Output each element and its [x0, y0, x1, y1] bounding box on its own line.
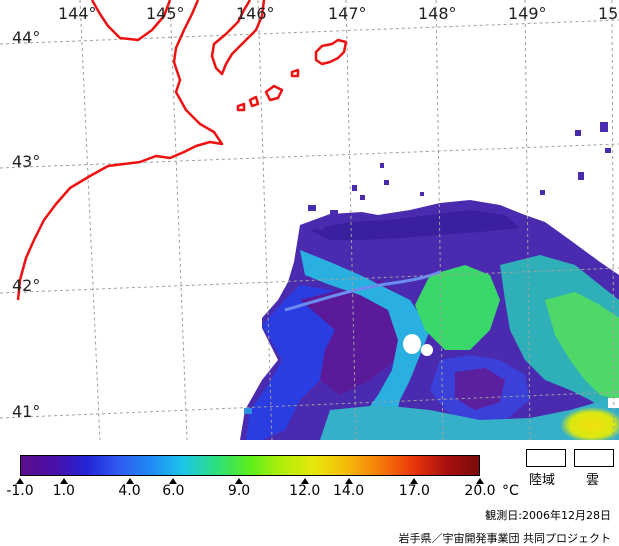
colorbar-tick-mark — [235, 478, 244, 484]
cloud-legend-label: 雲 — [586, 473, 600, 488]
colorbar-tick-mark — [300, 478, 309, 484]
colorbar-tick-label: -1.0 — [6, 483, 34, 499]
colorbar-tick-label: 4.0 — [118, 483, 141, 499]
colorbar-tick-label: 12.0 — [289, 483, 321, 499]
colorbar-tick-mark — [169, 478, 178, 484]
habomai-1 — [248, 95, 260, 108]
lon-label-150: 15 — [598, 4, 619, 23]
sst-field — [240, 200, 619, 440]
water-dark-strip-north — [310, 210, 520, 240]
colorbar-tick-mark — [125, 478, 134, 484]
lat-label-41: 41° — [12, 402, 41, 421]
water-green-east — [545, 292, 619, 400]
lon-label-145: 145° — [146, 4, 185, 23]
shikotan-island — [264, 84, 284, 102]
land-legend-box — [526, 449, 566, 467]
colorbar-tick-mark — [344, 478, 353, 484]
lon-label-148: 148° — [418, 4, 457, 23]
sst-map — [0, 0, 619, 440]
water-green-core — [415, 265, 500, 350]
coastline — [16, 0, 348, 301]
hokkaido-coast — [90, 0, 172, 42]
islet-north — [290, 68, 300, 78]
water-deep-violet — [300, 280, 410, 395]
colorbar-tick-label: 20.0 — [464, 483, 496, 499]
observation-date: 観測日:2006年12月28日 — [485, 509, 611, 522]
hokkaido-south-coast — [16, 0, 224, 301]
land-legend-label: 陸域 — [529, 473, 556, 488]
temperature-colorbar — [20, 455, 480, 476]
lon-label-144: 144° — [58, 4, 97, 23]
colorbar-tick-label: 1.0 — [52, 483, 75, 499]
colorbar-tick-mark — [476, 478, 484, 484]
water-cyan-south — [320, 400, 619, 440]
habomai-2 — [236, 102, 246, 112]
colorbar-tick-mark — [16, 478, 24, 484]
credit-text: 岩手県／宇宙開発事業団 共同プロジェクト — [398, 532, 612, 545]
water-violet-center — [455, 368, 505, 410]
lat-label-44: 44° — [12, 28, 41, 47]
water-yellow-patch — [560, 407, 619, 440]
colorbar-unit: °C — [502, 483, 519, 499]
filament-light — [284, 270, 441, 312]
sst-speckles — [300, 122, 611, 240]
lon-label-149: 149° — [508, 4, 547, 23]
cloud-legend-box — [574, 449, 614, 467]
colorbar-tick-label: 14.0 — [332, 483, 365, 499]
colorbar-tick-label: 17.0 — [398, 483, 430, 499]
lon-label-147: 147° — [328, 4, 367, 23]
colorbar-tick-mark — [59, 478, 68, 484]
graticule — [0, 0, 619, 440]
colorbar-tick-label: 9.0 — [227, 483, 251, 499]
lat-label-42: 42° — [12, 276, 41, 295]
kunashir-island — [210, 0, 266, 76]
iturup-island — [314, 38, 348, 66]
water-cyan-band — [300, 250, 430, 440]
colorbar-tick-mark — [410, 478, 419, 484]
colorbar-tick-label: 6.0 — [162, 483, 185, 499]
lat-label-43: 43° — [12, 152, 41, 171]
lon-label-146: 146° — [236, 4, 275, 23]
